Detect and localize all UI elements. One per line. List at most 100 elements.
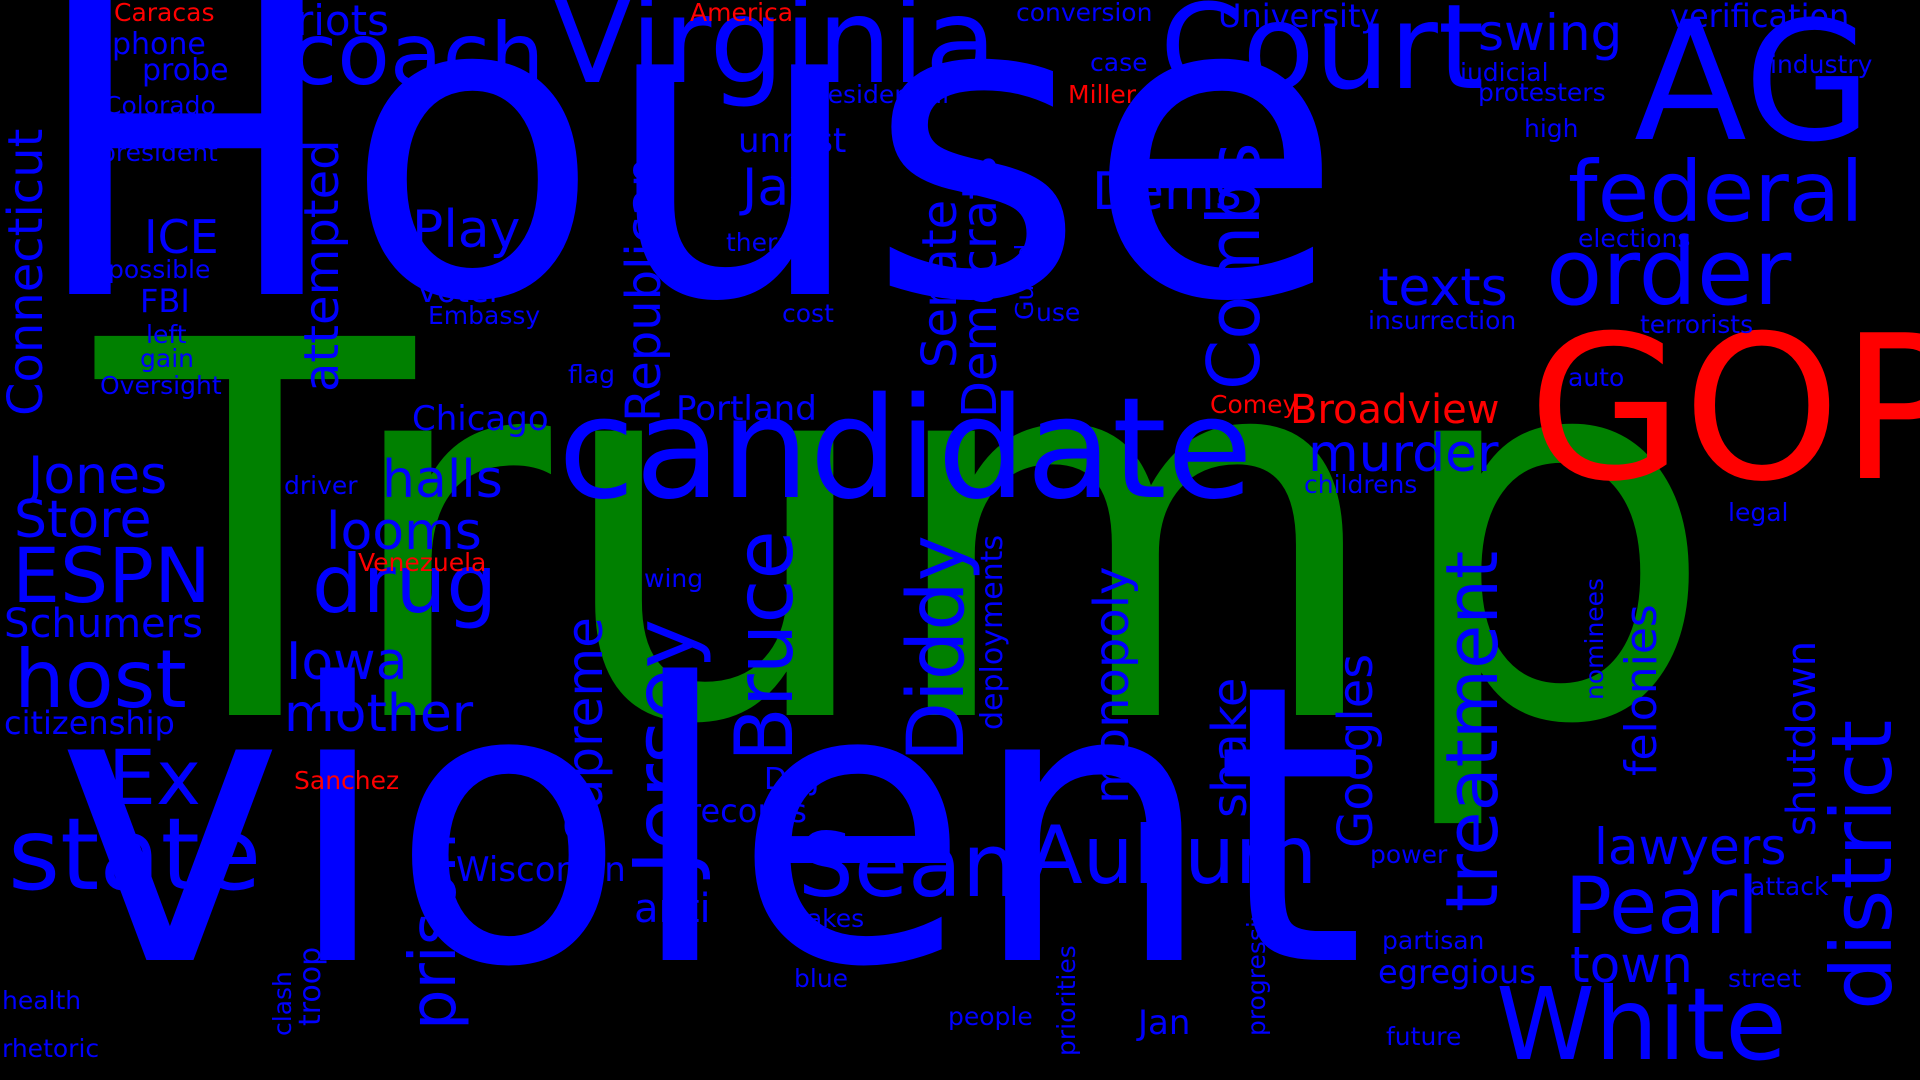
word-probe: probe (142, 53, 229, 88)
word-partisan: partisan (1382, 926, 1485, 955)
word-drug: drug (312, 538, 498, 631)
word-auto: auto (1568, 363, 1625, 392)
word-driver: driver (284, 471, 358, 500)
word-citizenship: citizenship (4, 704, 175, 742)
word-conversion: conversion (1016, 0, 1153, 27)
word-federal: federal (1568, 143, 1864, 241)
word-candidate: candidate (558, 368, 1253, 531)
word-monopoly: monopoly (1084, 566, 1140, 805)
word-verification: verification (1670, 0, 1850, 35)
word-googles: Googles (1328, 653, 1384, 848)
word-broadview: Broadview (1290, 387, 1500, 433)
word-lawyers: lawyers (1594, 818, 1787, 876)
word-case: case (1090, 48, 1148, 77)
word-gain: gain (140, 344, 194, 373)
word-connecticut: Connecticut (0, 128, 54, 416)
word-university: University (1218, 0, 1380, 35)
word-riots: riots (296, 0, 389, 45)
word-presidential: presidential (802, 80, 950, 109)
word-industry: industry (1770, 50, 1873, 79)
word-street: street (1728, 964, 1802, 993)
word-shake: shake (1202, 677, 1258, 818)
word-supreme: Supreme (556, 617, 614, 842)
word-attempted: attempted (294, 139, 350, 392)
word-anti: anti (634, 886, 711, 932)
word-jay: Jay (742, 158, 820, 218)
word-attack: attack (1750, 872, 1829, 901)
word-high: high (1524, 114, 1579, 143)
word-felonies: felonies (1616, 604, 1667, 776)
word-sanchez: Sanchez (294, 766, 400, 795)
word-schumers: Schumers (4, 601, 203, 647)
word-false: false (1002, 840, 1031, 900)
word-cost: cost (782, 299, 834, 328)
word-court: Court (1160, 0, 1485, 116)
word-childrens: childrens (1304, 470, 1418, 499)
word-shutdown: shutdown (1779, 640, 1825, 836)
word-judicial: judicial (1460, 58, 1549, 87)
word-doj: DOJ (764, 762, 820, 797)
word-auburn: Auburn (1028, 809, 1318, 902)
word-diddy: Diddy (892, 535, 982, 762)
word-violent: violent (56, 603, 1366, 1051)
word-town: town (1570, 936, 1693, 994)
word-power: power (1370, 840, 1448, 869)
word-unrest: unrest (738, 121, 847, 161)
word-ice: ICE (144, 210, 219, 264)
word-white: White (1496, 966, 1787, 1080)
word-priorities: priorities (1052, 945, 1081, 1056)
word-troop: troop (293, 946, 328, 1026)
word-nominees: nominees (1580, 577, 1609, 700)
word-guard: Guard (1010, 243, 1039, 320)
word-miller: Miller (1068, 80, 1137, 109)
word-jones: Jones (28, 446, 168, 506)
word-comey: Comey (1210, 390, 1298, 419)
word-store: Store (14, 490, 152, 550)
word-play: Play (412, 200, 521, 260)
word-blue: blue (794, 964, 849, 993)
word-colorado: Colorado (104, 91, 216, 120)
word-protesters: protesters (1478, 78, 1606, 107)
word-left: left (146, 320, 187, 349)
word-embassy: Embassy (428, 301, 541, 330)
word-terrorists: terrorists (1640, 310, 1754, 339)
word-house: House (28, 0, 1345, 394)
word-host: host (14, 633, 187, 726)
word-bruce: Bruce (718, 530, 811, 762)
word-progressive: progressive (1242, 890, 1271, 1036)
word-trump: Trump (96, 232, 1718, 838)
word-possible: possible (108, 255, 211, 284)
word-phone: phone (112, 27, 206, 62)
word-iowa: Iowa (286, 632, 408, 692)
word-fbi: FBI (140, 282, 190, 320)
word-caracas: Caracas (114, 0, 215, 27)
word-oversight: Oversight (100, 371, 222, 400)
word-gop: GOP (1528, 293, 1920, 526)
word-dems: Dems (1092, 162, 1242, 222)
word-pearl: Pearl (1565, 862, 1759, 952)
word-venezuela: Venezuela (358, 548, 487, 577)
word-legal: legal (1728, 498, 1789, 527)
word-america: America (690, 0, 794, 27)
word-records: records (688, 792, 807, 830)
word-wisconsin: Wisconsin (456, 850, 626, 890)
word-president: president (100, 138, 218, 167)
word-coach: coach (290, 5, 545, 105)
word-sean: Sean (798, 814, 1018, 917)
word-looms: looms (326, 502, 482, 562)
word-murder: murder (1308, 424, 1499, 484)
word-future: future (1386, 1022, 1462, 1051)
word-espn: ESPN (12, 531, 211, 620)
word-republican: Republican (616, 157, 672, 422)
word-ag: AG (1634, 0, 1872, 178)
word-halls: halls (382, 450, 503, 510)
word-virginia: Virginia (552, 0, 997, 110)
word-jersey: Jersey (615, 618, 713, 875)
word-jan: Jan (1138, 1003, 1191, 1043)
word-stakes: stakes (784, 904, 865, 933)
word-insurrection: insurrection (1368, 306, 1517, 335)
word-ex: Ex (108, 733, 201, 822)
word-order: order (1546, 219, 1792, 326)
word-elections: elections (1578, 224, 1691, 253)
